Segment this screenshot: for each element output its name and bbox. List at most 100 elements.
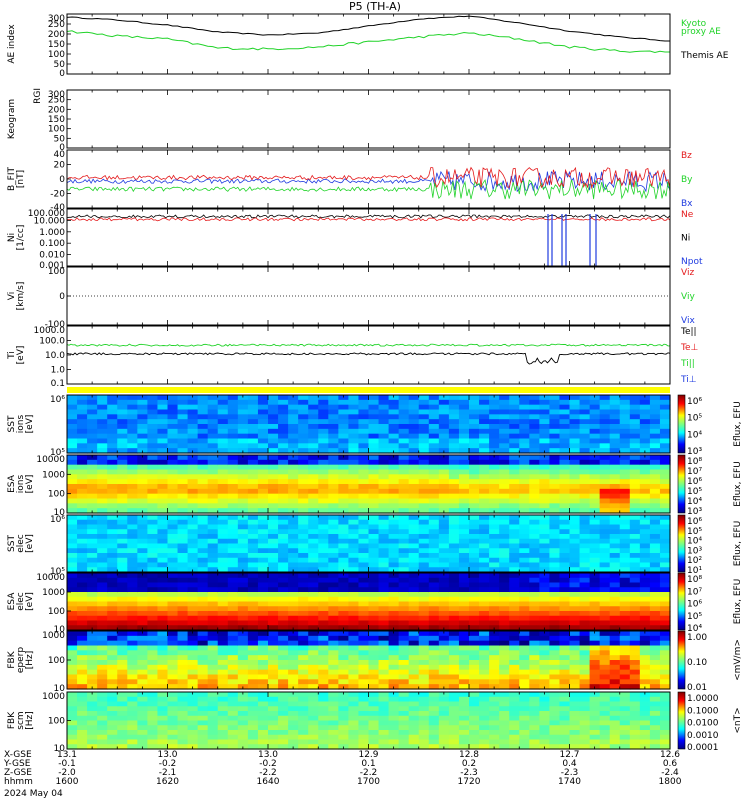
y-tick-label: 100: [48, 607, 65, 617]
x-tick-label: 0.4: [562, 759, 577, 769]
date-label: 2024 May 04: [4, 789, 63, 799]
x-tick-label: -2.3: [460, 768, 478, 778]
y-tick-label: 150: [48, 115, 65, 125]
colorbar-tick: 10²: [687, 556, 702, 566]
fbk-b-ylabel: [Hz]: [25, 711, 35, 730]
esa-elec-ylabel: elec: [16, 592, 26, 611]
sst-ion-colorbar: [677, 394, 686, 454]
y-tick-label: 0.010: [39, 251, 65, 261]
colorbar-tick: 10⁶: [687, 600, 702, 610]
colorbar-tick: 10⁵: [687, 527, 702, 537]
temperature-ylabel: Ti: [7, 351, 17, 360]
b-series-0: [66, 170, 671, 193]
y-tick-label: 0: [59, 292, 65, 302]
y-tick-label: 100: [48, 717, 65, 727]
x-ticks: [66, 573, 671, 630]
colorbar-tick: 10⁷: [687, 587, 702, 597]
y-tick-label: 1.0: [51, 366, 66, 376]
velocity-y-ticks: 100 0 -100: [45, 266, 71, 330]
legend-b-field-2: Bx: [681, 199, 693, 209]
colorbar-tick: 10⁸: [687, 457, 702, 467]
x-tick-label: -2.2: [360, 768, 378, 778]
esa-ion-ylabel: [eV]: [25, 475, 35, 494]
density-series-0: [66, 214, 671, 219]
x-row-label: X-GSE: [4, 750, 32, 760]
x-tick-label: -0.2: [159, 759, 177, 769]
sst-ion-ylabel: SST: [7, 415, 17, 432]
legend-b-field-0: Bz: [681, 151, 692, 161]
y-tick-label: 10000: [36, 455, 65, 465]
x-tick-label: 12.7: [559, 750, 579, 760]
y-tick-label: 10: [54, 744, 66, 754]
y-tick-label: 20: [54, 161, 66, 171]
esa-ion-colorbar-label: Eflux, EFU: [733, 461, 743, 507]
fbk-e-y-ticks: 1000 100 10: [42, 630, 71, 694]
esa-elec-ylabel: ESA: [7, 592, 17, 611]
temp-series-1: [66, 352, 671, 365]
sst-ion-ylabel: [eV]: [25, 415, 35, 434]
esa-ion-colorbar: [677, 454, 686, 514]
fbk-b-ylabel: FBK: [7, 711, 17, 729]
x-tick-label: 12.6: [660, 750, 680, 760]
y-tick-label: 10: [54, 508, 66, 518]
x-tick-label: -2.4: [661, 768, 679, 778]
legend-velocity-1: Viy: [681, 292, 695, 302]
x-tick-label: -0.2: [259, 759, 277, 769]
y-tick-label: 10⁵: [50, 448, 65, 458]
y-tick-label: 50: [54, 60, 66, 70]
y-tick-label: 0: [59, 69, 65, 79]
x-tick-label: 0.1: [361, 759, 375, 769]
x-tick-label: 13.1: [57, 750, 77, 760]
legend-density-0: Ne: [681, 210, 694, 220]
velocity-ylabel: Vi: [7, 292, 17, 300]
y-tick-label: 100: [48, 50, 65, 60]
esa-elec-colorbar: [677, 572, 686, 631]
y-tick-label: 300: [48, 14, 65, 24]
colorbar-tick: 1.0000: [687, 694, 719, 704]
y-tick-label: 0.1: [51, 379, 65, 389]
fbk-e-ylabel: eperp: [16, 647, 26, 673]
keogram-frame: [66, 89, 671, 149]
ae-index-frame: [66, 13, 671, 75]
x-tick-label: 12.8: [459, 750, 479, 760]
legend-temperature-0: Te||: [680, 327, 697, 337]
legend-density-2: Npot: [681, 257, 703, 267]
series-0: [66, 15, 670, 42]
colorbar-tick: 10⁴: [687, 430, 702, 440]
sst-ion-colorbar-label: Eflux, EFU: [733, 401, 743, 447]
colorbar-tick: 0.0010: [687, 731, 719, 741]
y-tick-label: 0: [59, 175, 65, 185]
b-series-2: [66, 166, 671, 190]
y-tick-label: 1000.0: [34, 326, 66, 336]
density-frame: [66, 208, 671, 267]
y-tick-label: 300: [48, 90, 65, 100]
colorbar-tick: 10³: [687, 447, 702, 457]
sst-ion-heatmap: [67, 395, 671, 454]
x-tick-label: 1620: [156, 777, 179, 787]
esa-ion-y-ticks: 10000 1000 100 10: [36, 454, 71, 518]
x-tick-label: 1640: [257, 777, 280, 787]
x-ticks: [66, 455, 671, 513]
x-ticks: [66, 267, 671, 325]
series-1: [66, 30, 670, 54]
colorbar-tick: 0.01: [687, 683, 707, 693]
colorbar-tick: 10⁶: [687, 517, 702, 527]
y-tick-label: 200: [48, 30, 65, 40]
y-tick-label: 150: [48, 40, 65, 50]
keogram-top-label: RGI: [33, 88, 43, 104]
density-ylabel: [1/cc]: [16, 225, 26, 251]
colorbar-tick: 10⁶: [687, 477, 702, 487]
y-tick-label: 1000: [42, 692, 65, 702]
yellow-stripe: [67, 387, 670, 393]
colorbar-tick: 0.0100: [687, 719, 719, 729]
sst-elec-y-ticks: 10⁶ 10⁵: [50, 514, 71, 577]
y-tick-label: 1000: [42, 631, 65, 641]
esa-elec-ylabel: [eV]: [25, 592, 35, 611]
fbk-e-colorbar: [677, 630, 686, 690]
x-row-label: Z-GSE: [4, 768, 32, 778]
y-tick-label: 100.0: [39, 337, 65, 347]
ae-index-ylabel: AE index: [7, 24, 17, 64]
